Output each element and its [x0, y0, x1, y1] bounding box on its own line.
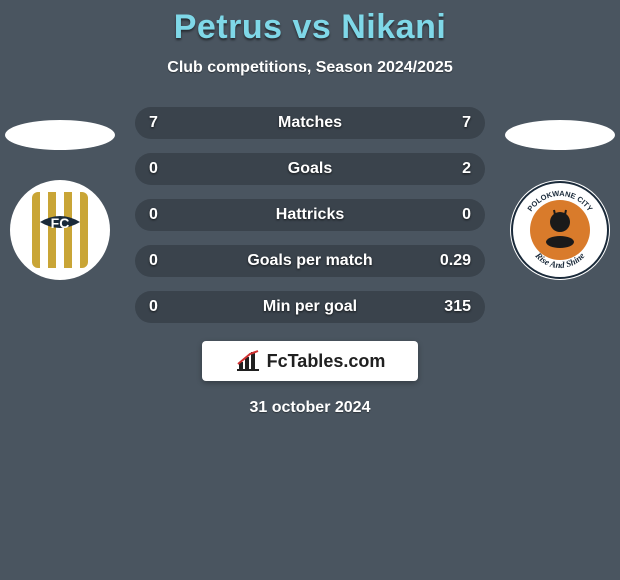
stat-right-value: 7: [431, 114, 471, 132]
brand-text: FcTables.com: [267, 351, 386, 372]
right-team-crest: POLOKWANE CITY Rise And Shine: [510, 180, 610, 280]
infographic-root: Petrus vs Nikani Club competitions, Seas…: [0, 0, 620, 417]
stat-label: Hattricks: [276, 206, 344, 224]
bar-chart-icon: [235, 350, 261, 372]
stat-left-value: 0: [149, 298, 189, 316]
stat-row: 7 Matches 7: [135, 107, 485, 139]
right-player-oval: [505, 120, 615, 150]
stat-left-value: 7: [149, 114, 189, 132]
stat-label: Min per goal: [263, 298, 357, 316]
club-badge-icon: POLOKWANE CITY Rise And Shine: [510, 180, 610, 280]
stat-row: 0 Hattricks 0: [135, 199, 485, 231]
svg-text:FC: FC: [51, 215, 70, 231]
stat-label: Goals per match: [247, 252, 372, 270]
brand-badge: FcTables.com: [202, 341, 418, 381]
stats-table: 7 Matches 7 0 Goals 2 0 Hattricks 0 0 Go…: [135, 107, 485, 323]
stat-right-value: 315: [431, 298, 471, 316]
left-team-crest: FC: [10, 180, 110, 280]
stat-left-value: 0: [149, 160, 189, 178]
page-title: Petrus vs Nikani: [0, 8, 620, 47]
footer-date: 31 october 2024: [0, 399, 620, 417]
left-player-column: FC: [0, 120, 120, 280]
stat-right-value: 0.29: [431, 252, 471, 270]
stat-row: 0 Min per goal 315: [135, 291, 485, 323]
stat-label: Matches: [278, 114, 342, 132]
stat-left-value: 0: [149, 206, 189, 224]
stat-label: Goals: [288, 160, 332, 178]
stat-right-value: 2: [431, 160, 471, 178]
stat-left-value: 0: [149, 252, 189, 270]
right-player-column: POLOKWANE CITY Rise And Shine: [500, 120, 620, 280]
page-subtitle: Club competitions, Season 2024/2025: [0, 59, 620, 77]
left-player-oval: [5, 120, 115, 150]
stat-row: 0 Goals 2: [135, 153, 485, 185]
stat-right-value: 0: [431, 206, 471, 224]
shield-icon: FC: [10, 180, 110, 280]
stat-row: 0 Goals per match 0.29: [135, 245, 485, 277]
